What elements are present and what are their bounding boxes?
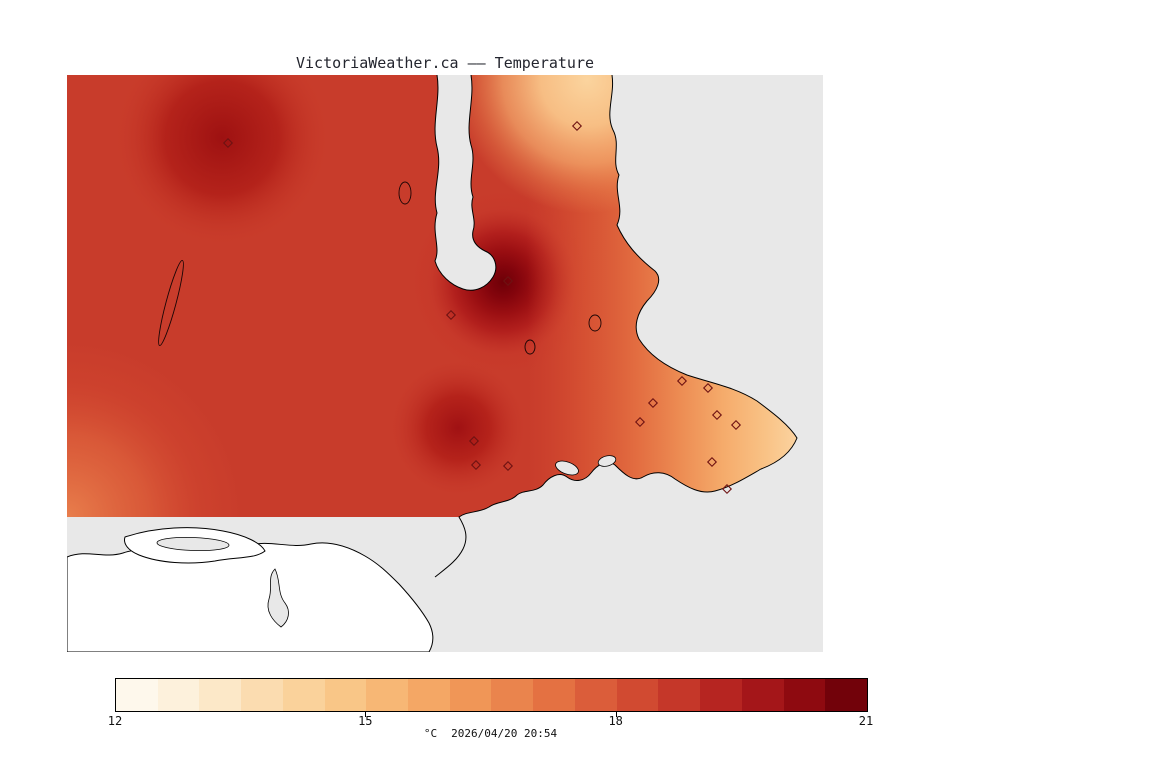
south-inlet-1: [555, 460, 579, 476]
station-marker: [634, 416, 646, 428]
coastline-east: [434, 74, 798, 578]
station-marker: [676, 375, 688, 387]
map-area: [66, 74, 823, 653]
station-marker: [445, 309, 457, 321]
colorbar-segment: [408, 679, 450, 711]
colorbar-tick-label: 15: [358, 714, 373, 728]
colorbar-segment: [199, 679, 242, 711]
chart-title: VictoriaWeather.ca —— Temperature: [295, 54, 594, 72]
colorbar-segment: [449, 679, 492, 711]
lagoon-water: [156, 536, 230, 552]
colorbar-segment: [491, 679, 534, 711]
colorbar-tick-labels: 12 15 18 21: [108, 714, 873, 730]
station-marker: [702, 382, 714, 394]
inlet-water: [435, 75, 496, 291]
station-marker: [647, 397, 659, 409]
inlet-outline: [434, 74, 497, 291]
colorbar-segment: [741, 679, 784, 711]
colorbar-tick-marks: [115, 711, 866, 717]
colorbar-segment: [366, 679, 409, 711]
colorbar-segment: [700, 679, 742, 711]
colorbar-segment: [282, 679, 325, 711]
station-marker: [730, 419, 742, 431]
timestamp-label: 2026/04/20 20:54: [451, 727, 558, 740]
lake-elk: [398, 181, 412, 205]
colorbar-tick-label: 12: [107, 714, 123, 728]
colorbar-segment: [783, 679, 826, 711]
colorbar-footer: °C 2026/04/20 20:54: [115, 727, 866, 740]
unit-label: °C: [423, 727, 438, 740]
lake-prospect: [158, 260, 184, 346]
station-marker: [721, 483, 733, 495]
colorbar-segment: [324, 679, 367, 711]
colorbar-tick-mark: [615, 711, 617, 717]
station-marker: [711, 409, 723, 421]
colorbar: [115, 678, 868, 712]
station-marker: [502, 275, 514, 287]
temperature-map: [66, 74, 823, 653]
station-marker: [571, 120, 583, 132]
colorbar-segment: [825, 679, 867, 711]
colorbar-segment: [116, 679, 158, 711]
station-marker: [706, 456, 718, 468]
colorbar-segment: [241, 679, 283, 711]
harbour-notch: [267, 568, 289, 628]
station-marker: [502, 460, 514, 472]
lake-small-2: [588, 314, 602, 332]
colorbar-tick-mark: [365, 711, 367, 717]
colorbar-segment: [616, 679, 659, 711]
lake-small-1: [524, 339, 536, 355]
colorbar-segment: [157, 679, 200, 711]
colorbar-segment: [574, 679, 617, 711]
colorbar-tick-label: 18: [608, 714, 623, 728]
south-inlet-2: [597, 455, 617, 467]
station-marker: [222, 137, 234, 149]
station-marker: [468, 435, 480, 447]
station-markers: [222, 120, 742, 495]
colorbar-tick-label: 21: [858, 714, 874, 728]
colorbar-segment: [658, 679, 701, 711]
station-marker: [470, 459, 482, 471]
colorbar-segment: [533, 679, 575, 711]
